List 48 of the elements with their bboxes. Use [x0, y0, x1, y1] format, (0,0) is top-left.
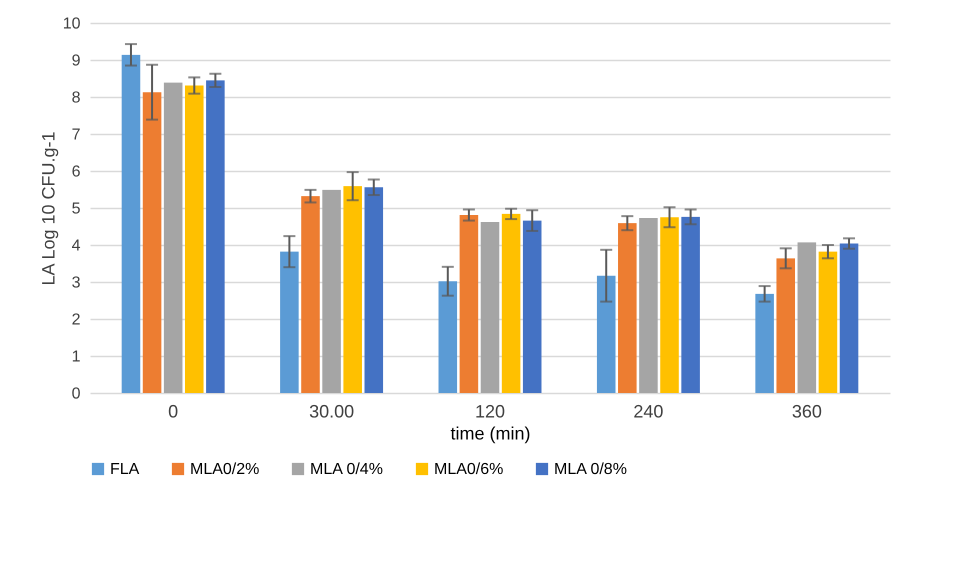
bar	[660, 217, 679, 393]
y-tick-label: 5	[72, 200, 81, 218]
bar	[776, 258, 796, 393]
bar	[206, 80, 225, 393]
bar	[343, 186, 362, 393]
y-tick-label: 4	[72, 238, 81, 254]
bar	[438, 281, 458, 393]
legend-label: MLA0/2%	[190, 461, 260, 478]
bar	[322, 190, 341, 393]
bar	[122, 54, 140, 393]
x-tick-label: 360	[792, 402, 822, 422]
legend-label: MLA 0/4%	[310, 461, 383, 478]
legend-label: MLA0/6%	[434, 461, 504, 478]
y-axis-title: LA Log 10 CFU.g-1	[38, 131, 59, 286]
y-tick-label: 0	[72, 386, 81, 402]
bar	[502, 214, 520, 393]
x-axis-title: time (min)	[450, 424, 530, 444]
bar	[596, 276, 616, 393]
y-tick-label: 10	[62, 16, 81, 32]
y-tick-label: 2	[72, 312, 81, 328]
x-tick-label: 0	[168, 402, 178, 422]
legend-label: FLA	[110, 461, 140, 478]
y-tick-label: 9	[72, 52, 81, 70]
bar	[164, 82, 182, 393]
bar	[681, 216, 700, 393]
bar	[480, 222, 500, 393]
bar	[755, 294, 774, 393]
bar	[639, 218, 658, 393]
bar	[364, 187, 384, 393]
bar	[184, 86, 204, 393]
x-tick-label: 120	[474, 402, 506, 422]
bar	[522, 220, 542, 393]
bar	[618, 223, 637, 393]
bar	[460, 215, 478, 393]
bar	[280, 252, 299, 393]
y-tick-label: 1	[72, 348, 81, 366]
bar	[301, 196, 320, 393]
x-tick-label: 30.00	[309, 402, 354, 422]
bar	[818, 252, 838, 393]
bar	[142, 92, 162, 393]
y-tick-label: 6	[72, 164, 81, 180]
y-tick-label: 8	[72, 90, 81, 106]
y-tick-label: 3	[72, 274, 81, 292]
legend-label: MLA 0/8%	[554, 461, 627, 478]
y-tick-label: 7	[72, 126, 81, 144]
x-tick-label: 240	[633, 402, 664, 422]
bar	[840, 244, 858, 393]
bar	[798, 242, 816, 393]
